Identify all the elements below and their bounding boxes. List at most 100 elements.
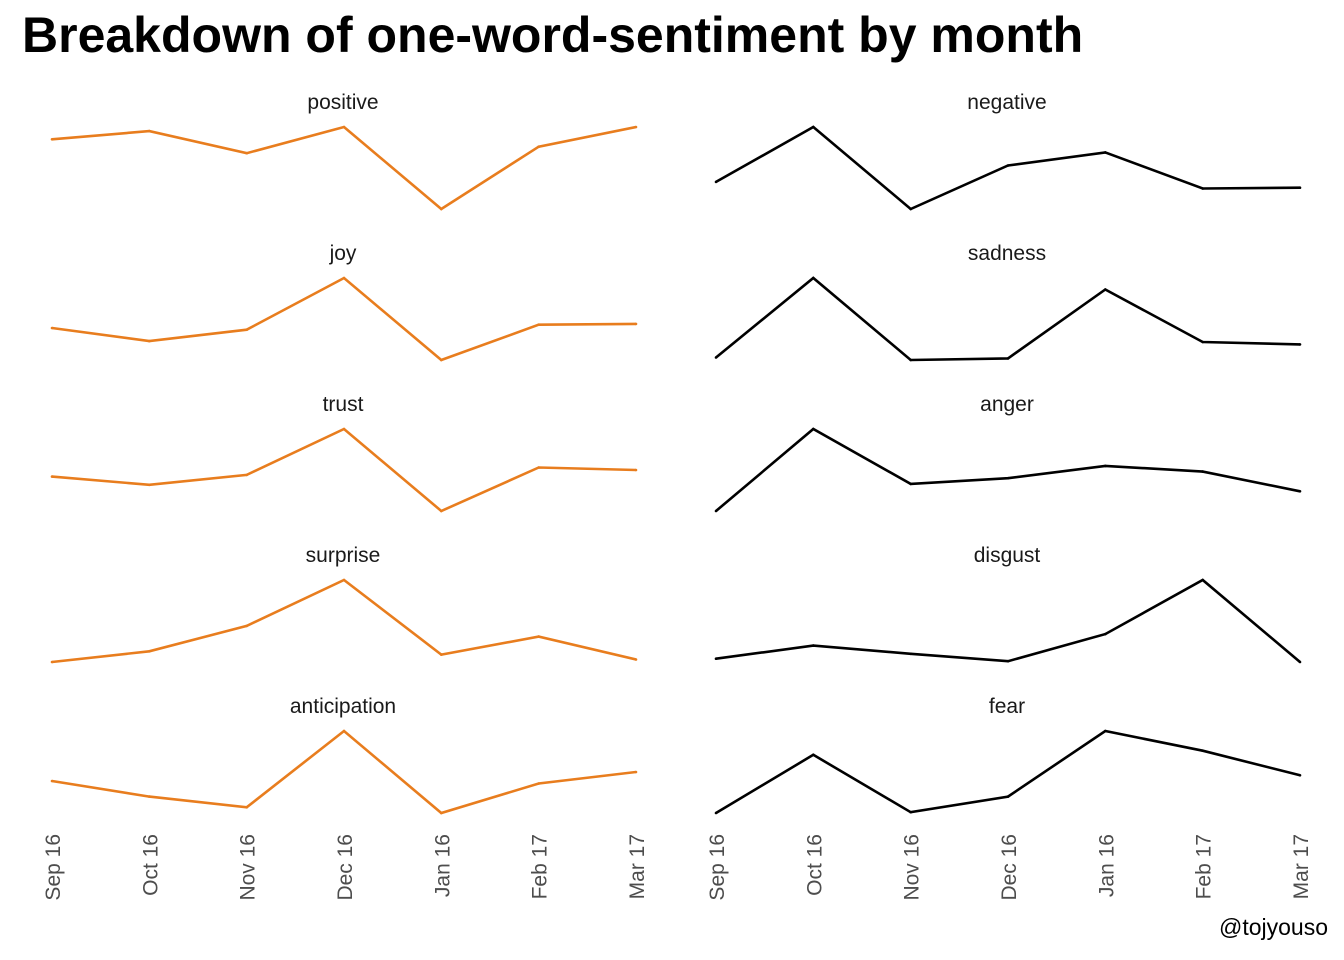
series-line-anger bbox=[715, 427, 1301, 512]
data-point-surprise-1 bbox=[148, 650, 151, 653]
data-point-joy-0 bbox=[50, 326, 54, 330]
panel-disgust: disgust bbox=[714, 544, 1302, 664]
data-point-anger-1 bbox=[812, 427, 815, 431]
data-point-fear-1 bbox=[812, 753, 815, 757]
x-tick-label-right-5: Feb 17 bbox=[1193, 834, 1216, 899]
panel-sadness: sadness bbox=[714, 242, 1302, 362]
data-point-fear-2 bbox=[909, 810, 912, 814]
data-point-anticipation-4 bbox=[440, 811, 443, 815]
data-point-sadness-4 bbox=[1104, 288, 1107, 291]
series-line-disgust bbox=[715, 578, 1301, 663]
data-point-fear-6 bbox=[1298, 774, 1302, 777]
data-point-fear-5 bbox=[1201, 749, 1204, 752]
data-point-negative-3 bbox=[1006, 164, 1010, 167]
panel-label-joy: joy bbox=[329, 242, 357, 265]
data-point-disgust-0 bbox=[714, 657, 718, 660]
panel-negative: negative bbox=[714, 91, 1302, 211]
data-point-disgust-4 bbox=[1104, 632, 1107, 636]
panel-positive: positive bbox=[50, 91, 638, 211]
panel-label-fear: fear bbox=[989, 695, 1025, 718]
x-tick-label-left-6: Mar 17 bbox=[626, 834, 649, 899]
data-point-surprise-5 bbox=[537, 635, 540, 638]
data-point-trust-0 bbox=[50, 475, 54, 478]
data-point-negative-4 bbox=[1104, 151, 1107, 154]
data-point-anticipation-6 bbox=[634, 770, 638, 774]
chart-title: Breakdown of one-word-sentiment by month bbox=[22, 7, 1084, 63]
data-point-anticipation-0 bbox=[50, 779, 54, 783]
data-point-anticipation-3 bbox=[342, 729, 346, 733]
data-point-fear-0 bbox=[714, 811, 718, 815]
series-line-anticipation bbox=[51, 729, 637, 815]
caption: @tojyouso bbox=[1218, 914, 1328, 940]
data-point-sadness-2 bbox=[909, 358, 912, 362]
panel-label-disgust: disgust bbox=[974, 544, 1041, 567]
x-tick-label-right-3: Dec 16 bbox=[998, 834, 1021, 901]
x-tick-label-right-0: Sep 16 bbox=[706, 834, 729, 901]
series-line-negative bbox=[715, 125, 1301, 211]
series-line-surprise bbox=[51, 578, 637, 664]
series-line-fear bbox=[715, 729, 1301, 815]
panel-label-anticipation: anticipation bbox=[290, 695, 396, 718]
data-point-sadness-5 bbox=[1201, 340, 1204, 344]
data-point-trust-6 bbox=[634, 468, 638, 472]
panel-label-surprise: surprise bbox=[306, 544, 381, 567]
x-tick-label-left-1: Oct 16 bbox=[139, 834, 162, 896]
data-point-positive-5 bbox=[537, 145, 540, 148]
data-point-disgust-3 bbox=[1006, 659, 1010, 663]
data-point-trust-5 bbox=[537, 466, 540, 469]
data-point-negative-2 bbox=[909, 207, 912, 211]
panel-anticipation: anticipation bbox=[50, 695, 638, 815]
data-point-joy-2 bbox=[245, 328, 248, 332]
x-tick-label-left-5: Feb 17 bbox=[529, 834, 552, 899]
data-point-joy-6 bbox=[634, 322, 638, 326]
data-point-trust-1 bbox=[148, 483, 151, 487]
panel-label-trust: trust bbox=[323, 393, 364, 416]
data-point-sadness-3 bbox=[1006, 357, 1010, 360]
x-tick-label-left-2: Nov 16 bbox=[237, 834, 260, 901]
data-point-disgust-6 bbox=[1298, 660, 1302, 664]
x-tick-label-right-2: Nov 16 bbox=[901, 834, 924, 901]
data-point-sadness-6 bbox=[1298, 343, 1302, 346]
data-point-joy-1 bbox=[148, 339, 151, 343]
data-point-anticipation-2 bbox=[245, 806, 248, 809]
data-point-surprise-6 bbox=[634, 658, 638, 661]
data-point-positive-3 bbox=[342, 125, 346, 129]
data-point-fear-4 bbox=[1104, 729, 1107, 733]
data-point-negative-6 bbox=[1298, 186, 1302, 189]
panel-fear: fear bbox=[714, 695, 1302, 815]
data-point-trust-4 bbox=[440, 509, 443, 513]
data-point-trust-3 bbox=[342, 427, 346, 431]
data-point-positive-0 bbox=[50, 138, 54, 141]
data-point-anger-2 bbox=[909, 482, 912, 486]
data-point-disgust-5 bbox=[1201, 578, 1204, 582]
data-point-anticipation-5 bbox=[537, 782, 540, 785]
panel-label-sadness: sadness bbox=[968, 242, 1046, 265]
data-point-positive-6 bbox=[634, 125, 638, 129]
data-point-sadness-1 bbox=[812, 276, 815, 280]
x-tick-label-left-4: Jan 16 bbox=[431, 834, 454, 897]
x-tick-label-left-3: Dec 16 bbox=[334, 834, 357, 901]
series-line-sadness bbox=[715, 276, 1301, 362]
panel-trust: trust bbox=[50, 393, 638, 513]
data-point-surprise-4 bbox=[440, 653, 443, 656]
data-point-anger-0 bbox=[714, 509, 718, 513]
data-point-joy-3 bbox=[342, 276, 346, 280]
data-point-surprise-2 bbox=[245, 624, 248, 628]
data-point-joy-5 bbox=[537, 323, 540, 327]
data-point-anger-5 bbox=[1201, 470, 1204, 473]
panel-joy: joy bbox=[50, 242, 638, 362]
data-point-positive-2 bbox=[245, 151, 248, 155]
panel-anger: anger bbox=[714, 393, 1302, 513]
data-point-trust-2 bbox=[245, 473, 248, 477]
data-point-sadness-0 bbox=[714, 356, 718, 359]
data-point-fear-3 bbox=[1006, 795, 1010, 798]
panel-surprise: surprise bbox=[50, 544, 638, 664]
data-point-negative-0 bbox=[714, 180, 718, 184]
x-tick-label-right-4: Jan 16 bbox=[1095, 834, 1118, 897]
data-point-disgust-1 bbox=[812, 644, 815, 647]
panel-label-negative: negative bbox=[967, 91, 1046, 114]
data-point-positive-4 bbox=[440, 207, 443, 211]
panel-label-positive: positive bbox=[307, 91, 378, 114]
data-point-surprise-3 bbox=[342, 578, 346, 582]
data-point-surprise-0 bbox=[50, 660, 54, 664]
